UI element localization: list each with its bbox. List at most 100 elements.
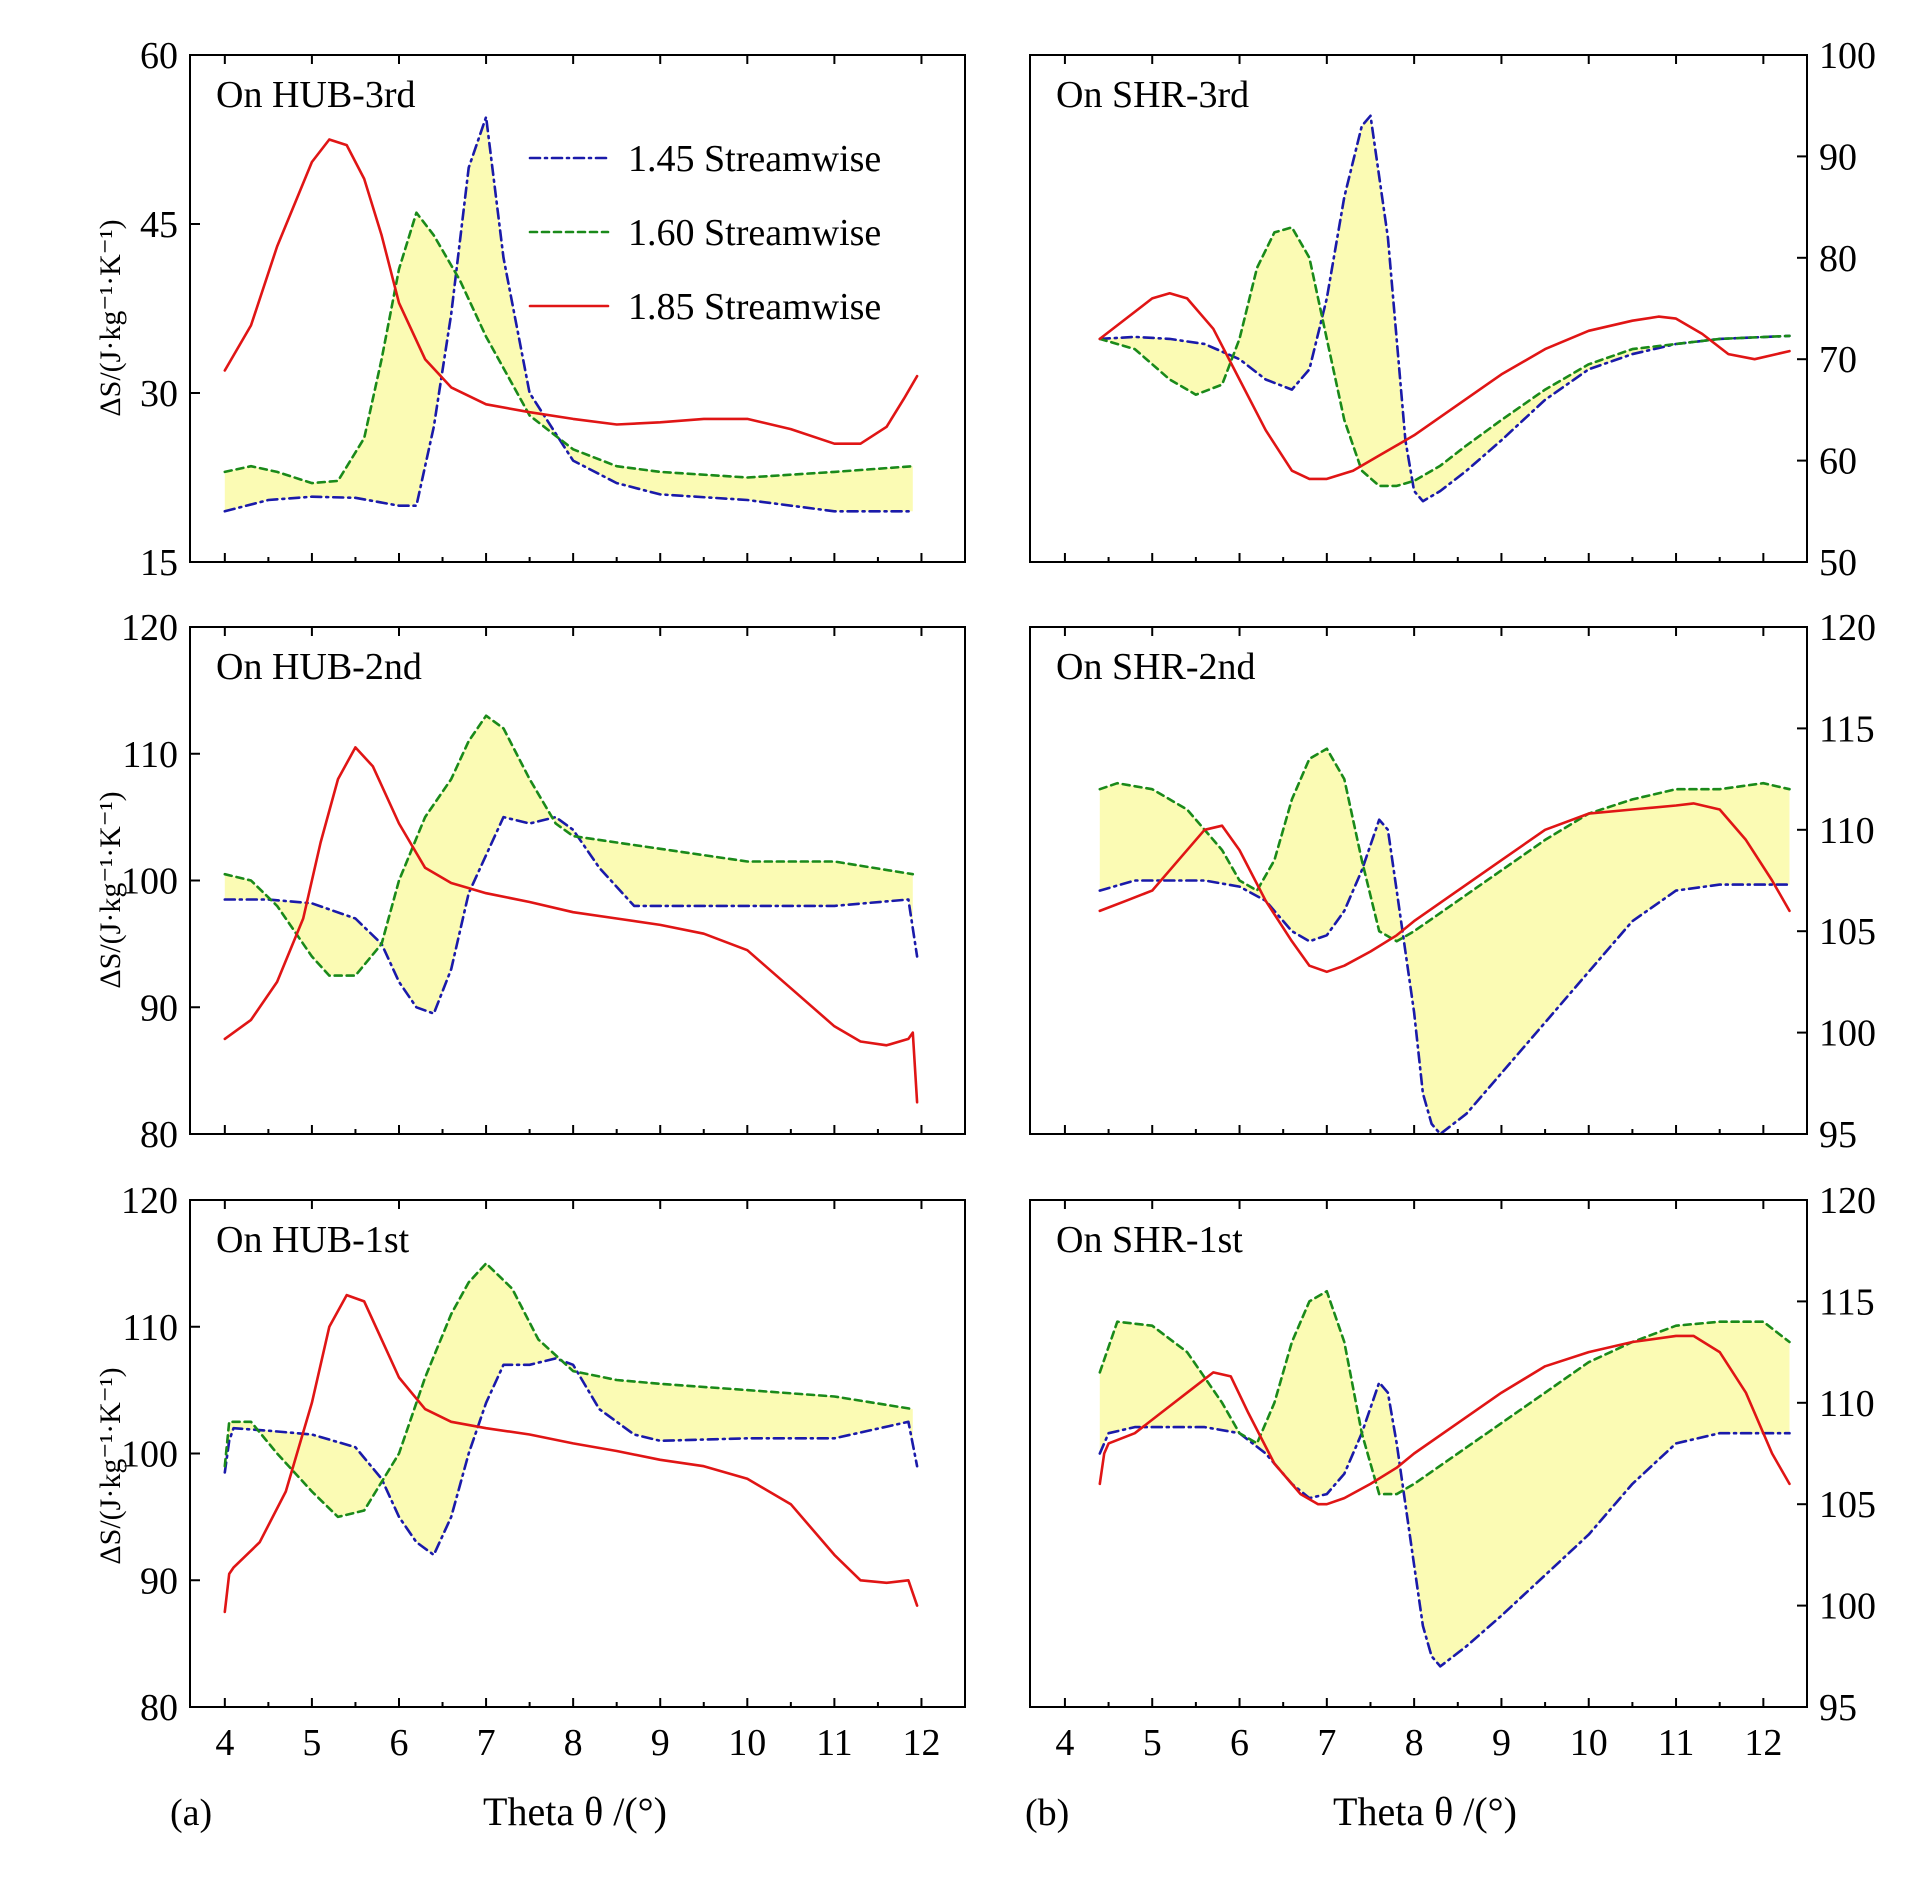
y-tick-label: 105 [1819,1484,1876,1526]
x-tick-label: 8 [1405,1722,1424,1764]
y-tick-label: 100 [1819,35,1876,77]
series-line-145 [1098,1381,1791,1668]
y-tick-label: 110 [1819,1383,1875,1425]
y-tick-label: 110 [122,1307,178,1349]
x-tick-label: 12 [1744,1722,1782,1764]
series-line-185 [1098,802,1791,974]
y-tick-label: 100 [1819,1586,1876,1628]
x-tick-label: 10 [728,1722,766,1764]
panel-label-b: (b) [1025,1792,1069,1834]
panel-5: 4 5 6 7 8 9 10 11 12 80 90 100 110 120 On HUB-1st [121,1180,966,1764]
y-tick-label: 115 [1819,1281,1875,1323]
y-tick-label: 100 [1819,1013,1876,1055]
plot-area [1098,747,1791,1134]
series-line-185 [223,746,919,1104]
y-tick-label: 80 [140,1114,178,1156]
fill-region [224,1264,913,1553]
series-line-185 [1098,292,1791,481]
y-tick-label: 100 [121,861,178,903]
x-tick-label: 10 [1570,1722,1608,1764]
series-line-145 [223,815,919,1015]
y-tick-label: 105 [1819,911,1876,953]
panel-3: 80 90 100 110 120 On HUB-2nd [121,607,966,1156]
series-line-145 [223,115,915,513]
panel-title: On SHR-2nd [1056,646,1256,688]
y-tick-label: 115 [1819,708,1875,750]
series-line-160 [1098,226,1791,488]
y-tick-label: 120 [1819,607,1876,649]
x-tick-label: 9 [1492,1722,1511,1764]
x-tick-label: 4 [215,1722,234,1764]
y-tick-label: 110 [1819,810,1875,852]
series-line-145 [1098,114,1791,503]
y-axis-title-middle: ΔS/(J·kg⁻¹·K⁻¹) [94,791,127,988]
fill-region [224,125,913,512]
x-tick-label: 5 [302,1722,321,1764]
x-tick-label: 8 [564,1722,583,1764]
y-tick-label: 90 [1819,136,1857,178]
panel-title: On HUB-3rd [216,74,415,116]
series-line-145 [223,1357,919,1557]
y-tick-label: 120 [121,1180,178,1222]
y-tick-label: 110 [122,734,178,776]
x-axis-title-right: Theta θ /(°) [1333,1789,1517,1834]
legend-label-s185: 1.85 Streamwise [628,286,881,328]
panel-6: 4 5 6 7 8 9 10 11 12 95 100 105 110 115 120 On SHR-1st [1029,1180,1876,1764]
y-tick-label: 95 [1819,1687,1857,1729]
panel-title: On SHR-1st [1056,1219,1243,1261]
y-tick-label: 50 [1819,542,1857,584]
x-tick-label: 6 [389,1722,408,1764]
y-axis-title-top: ΔS/(J·kg⁻¹·K⁻¹) [94,219,127,416]
x-tick-label: 9 [651,1722,670,1764]
plot-area [223,115,919,513]
y-tick-label: 95 [1819,1114,1857,1156]
x-tick-label: 7 [477,1722,496,1764]
plot-area [1098,114,1791,503]
fill-region [1099,750,1790,1134]
plot-area [223,714,919,1104]
panel-4: 95 100 105 110 115 120 On SHR-2nd [1029,607,1876,1156]
x-tick-label: 4 [1055,1722,1074,1764]
y-tick-label: 80 [1819,238,1857,280]
series-line-185 [223,1293,919,1614]
x-axis-title-left: Theta θ /(°) [483,1789,667,1834]
panel-2: 50 60 70 80 90 100 On SHR-3rd [1029,35,1876,584]
x-tick-label: 6 [1230,1722,1249,1764]
fill-region [1099,1292,1790,1667]
y-tick-label: 15 [140,542,178,584]
y-tick-label: 120 [1819,1180,1876,1222]
y-tick-label: 30 [140,373,178,415]
plot-frame [1029,1199,1808,1708]
legend-label-s160: 1.60 Streamwise [628,212,881,254]
plot-frame [1029,54,1808,563]
series-line-185 [223,138,919,445]
y-tick-label: 70 [1819,339,1857,381]
series-line-160 [223,211,915,485]
panel-title: On HUB-1st [216,1219,410,1261]
y-tick-label: 80 [140,1687,178,1729]
panel-title: On SHR-3rd [1056,74,1249,116]
x-tick-label: 11 [1658,1722,1695,1764]
series-line-185 [1098,1334,1791,1506]
fill-region [224,716,913,1013]
plot-area [1098,1290,1791,1668]
series-line-160 [223,1262,915,1519]
y-tick-label: 60 [1819,441,1857,483]
y-tick-label: 60 [140,35,178,77]
y-axis-title-bottom: ΔS/(J·kg⁻¹·K⁻¹) [94,1367,127,1564]
y-tick-label: 100 [121,1434,178,1476]
panel-label-a: (a) [170,1792,212,1834]
legend-label-s145: 1.45 Streamwise [628,138,881,180]
panel-title: On HUB-2nd [216,646,422,688]
plot-frame [1029,626,1808,1135]
plot-area [223,1262,919,1614]
y-tick-label: 90 [140,1560,178,1602]
panel-1: 15 30 45 60 On HUB-3rd [140,35,966,584]
series-line-160 [223,714,915,977]
x-tick-label: 12 [902,1722,940,1764]
y-tick-label: 90 [140,987,178,1029]
legend: 1.45 Streamwise 1.60 Streamwise 1.85 Strea… [528,138,881,328]
y-tick-label: 45 [140,204,178,246]
fill-region [1099,119,1790,502]
